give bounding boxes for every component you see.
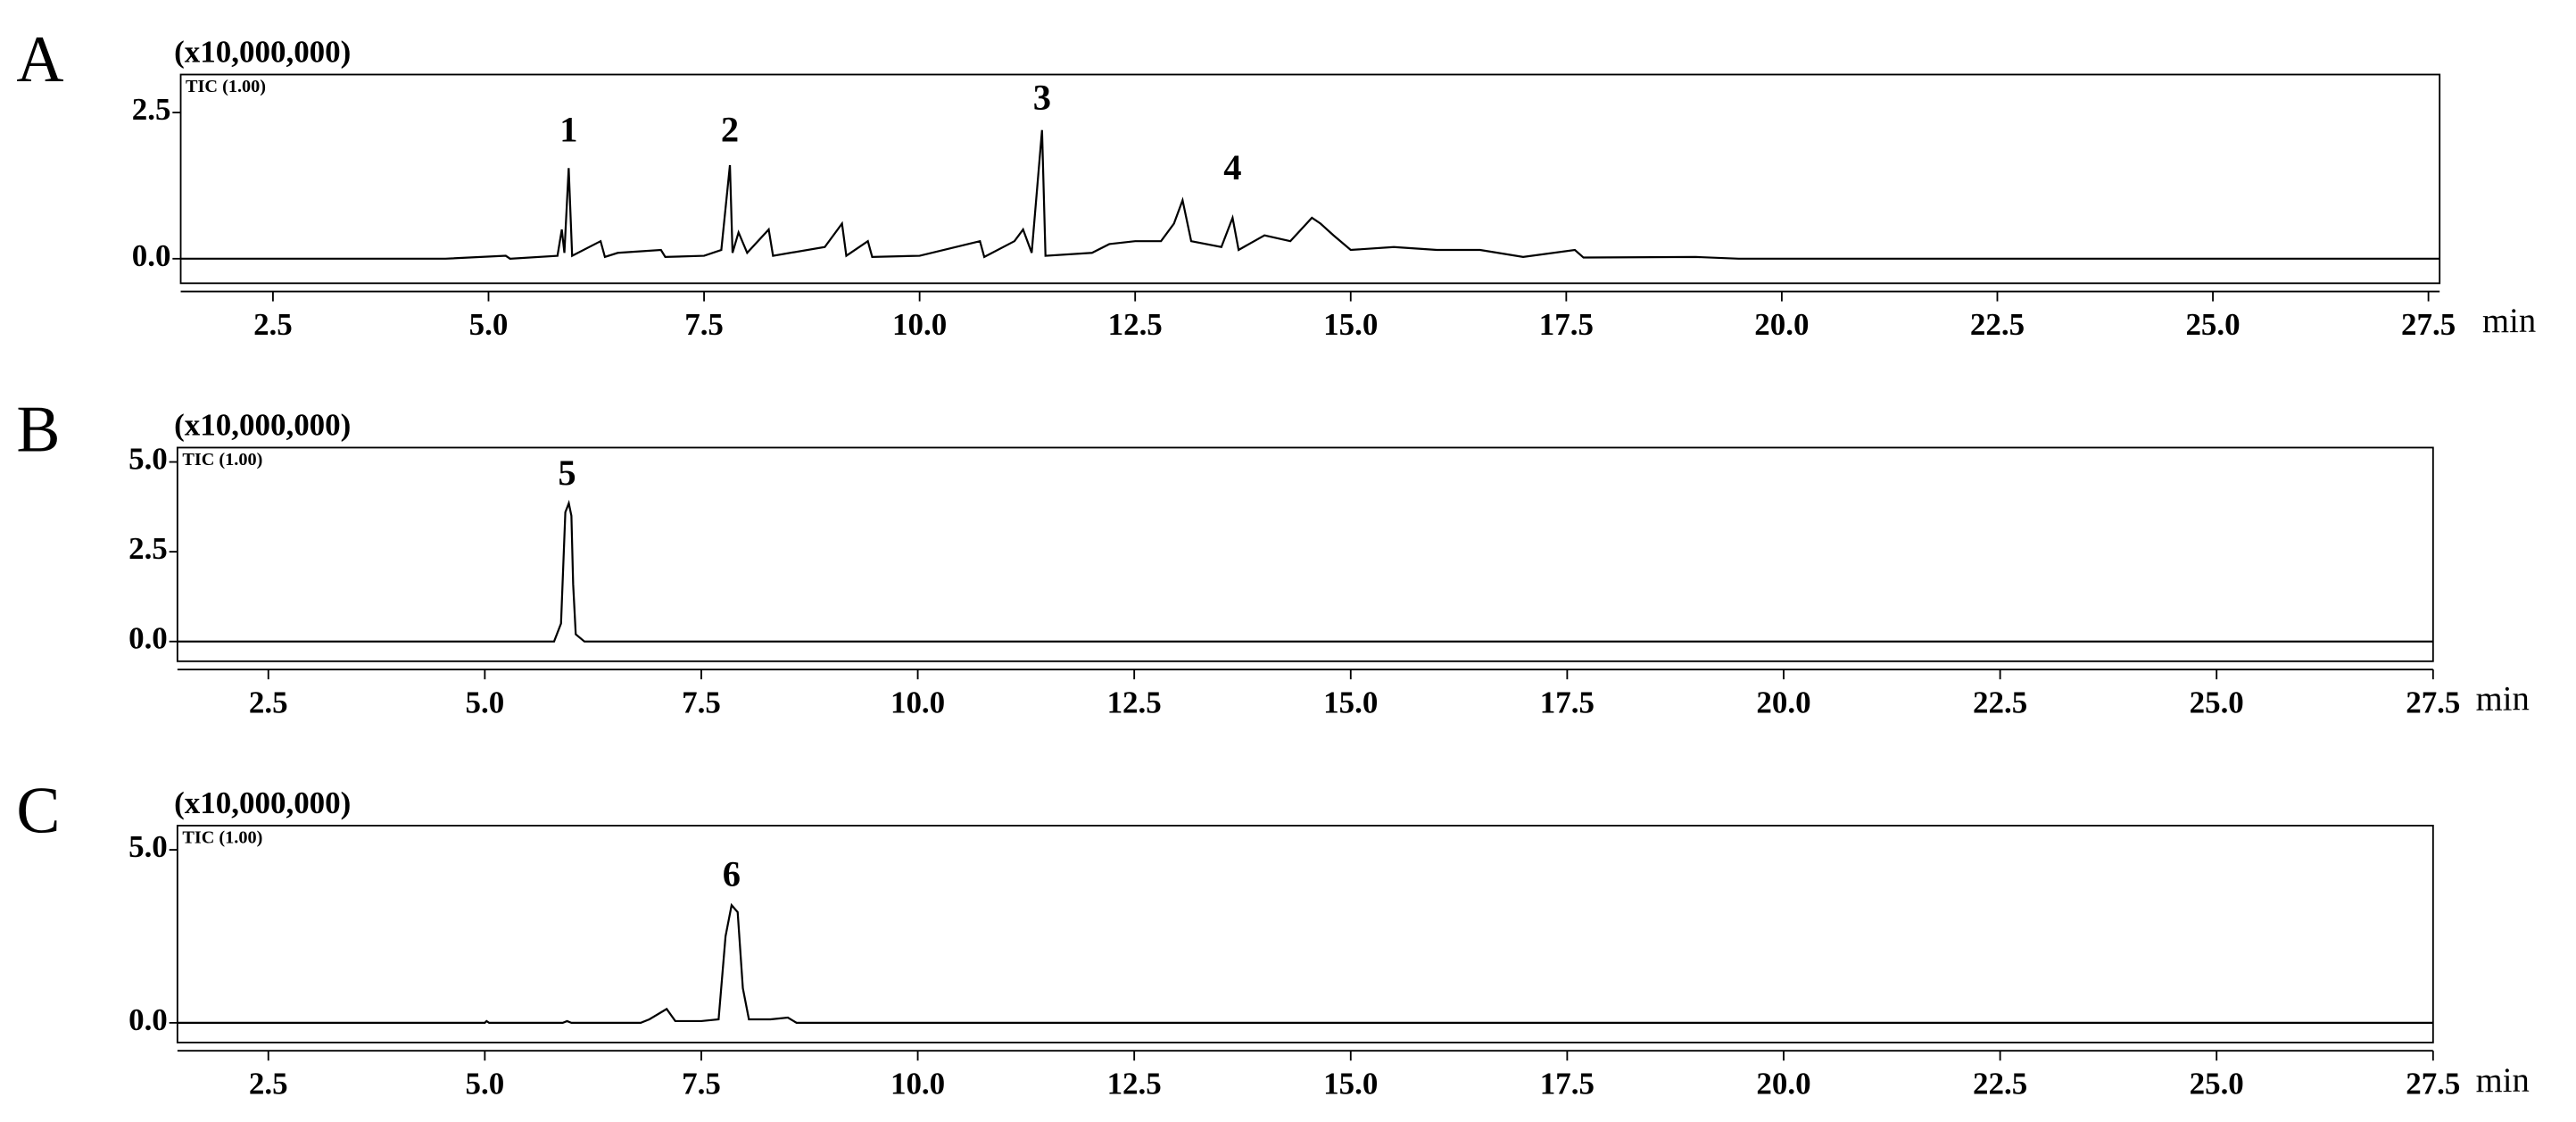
y-tick-label: 0.0 — [132, 238, 171, 273]
x-tick-label: 2.5 — [249, 1067, 288, 1101]
chromatogram-line — [177, 499, 2433, 643]
multiplier-label: (x10,000,000) — [174, 34, 351, 69]
y-tick-label: 0.0 — [128, 1002, 168, 1037]
x-tick-label: 10.0 — [892, 307, 947, 342]
panel-label: B — [16, 392, 60, 465]
x-tick-label: 7.5 — [682, 1067, 721, 1101]
x-tick-label: 12.5 — [1107, 1067, 1162, 1101]
x-tick-label: 20.0 — [1756, 686, 1810, 720]
x-tick-label: 27.5 — [2406, 1067, 2460, 1101]
x-tick-label: 22.5 — [1973, 686, 2027, 720]
y-tick-label: 5.0 — [128, 442, 168, 477]
x-tick-label: 17.5 — [1540, 686, 1594, 720]
x-tick-label: 20.0 — [1754, 307, 1809, 342]
multiplier-label: (x10,000,000) — [174, 407, 351, 442]
x-tick-label: 17.5 — [1539, 307, 1594, 342]
x-unit-label: min — [2476, 1062, 2530, 1100]
plot-frame — [176, 825, 2434, 1043]
x-tick-label: 25.0 — [2185, 307, 2240, 342]
x-tick-label: 22.5 — [1970, 307, 2025, 342]
x-tick-label: 15.0 — [1323, 1067, 1378, 1101]
peak-label: 2 — [721, 109, 739, 149]
panel-label: C — [16, 774, 60, 847]
chromatogram-line — [177, 902, 2433, 1024]
x-unit-label: min — [2482, 303, 2536, 340]
peak-label: 4 — [1223, 147, 1241, 187]
x-unit-label: min — [2476, 681, 2530, 719]
x-tick-label: 17.5 — [1540, 1067, 1594, 1101]
x-tick-label: 7.5 — [684, 307, 724, 342]
x-tick-label: 7.5 — [682, 686, 721, 720]
x-tick-label: 20.0 — [1756, 1067, 1810, 1101]
x-tick-label: 10.0 — [890, 1067, 945, 1101]
y-tick-label: 5.0 — [128, 829, 168, 864]
x-tick-label: 27.5 — [2401, 307, 2456, 342]
x-tick-label: 27.5 — [2406, 686, 2460, 720]
x-tick-label: 22.5 — [1973, 1067, 2027, 1101]
trace-label: TIC (1.00) — [182, 450, 262, 470]
y-tick-label: 2.5 — [128, 531, 168, 566]
x-tick-label: 25.0 — [2190, 1067, 2244, 1101]
x-tick-label: 2.5 — [249, 686, 288, 720]
x-tick-label: 5.0 — [465, 686, 504, 720]
panel-label: A — [16, 22, 63, 96]
x-tick-label: 2.5 — [253, 307, 293, 342]
x-tick-label: 15.0 — [1323, 686, 1378, 720]
trace-label: TIC (1.00) — [182, 827, 262, 847]
x-tick-label: 5.0 — [469, 307, 509, 342]
x-tick-label: 12.5 — [1107, 686, 1162, 720]
plot-frame — [176, 446, 2434, 662]
plot-frame — [179, 73, 2441, 285]
x-tick-label: 5.0 — [465, 1067, 504, 1101]
peak-label: 1 — [559, 109, 577, 149]
peak-label: 5 — [558, 453, 576, 493]
x-tick-label: 10.0 — [890, 686, 945, 720]
x-tick-label: 15.0 — [1323, 307, 1378, 342]
trace-label: TIC (1.00) — [186, 77, 266, 96]
y-tick-label: 0.0 — [128, 621, 168, 656]
x-tick-label: 25.0 — [2190, 686, 2244, 720]
peak-label: 6 — [723, 853, 741, 893]
x-tick-label: 12.5 — [1108, 307, 1163, 342]
multiplier-label: (x10,000,000) — [174, 785, 351, 820]
chromatogram-line — [180, 129, 2440, 260]
y-tick-label: 2.5 — [132, 92, 171, 127]
peak-label: 3 — [1033, 77, 1051, 117]
